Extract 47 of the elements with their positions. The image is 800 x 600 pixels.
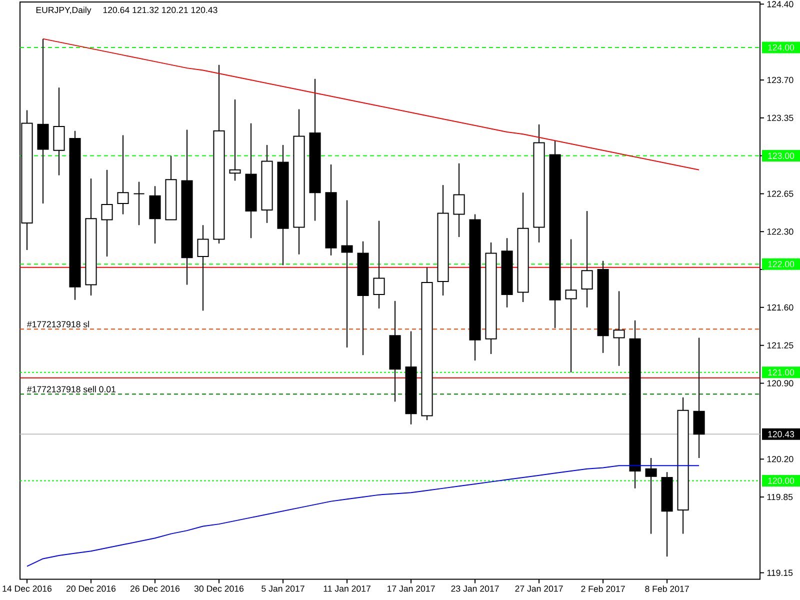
ref-line-label: 121.00 (768, 369, 794, 376)
candlestick (117, 134, 129, 215)
x-tick-label: 14 Dec 2016 (2, 586, 52, 592)
x-tick-label: 27 Jan 2017 (515, 586, 563, 592)
ref-line-label: 122.00 (768, 261, 794, 268)
x-tick-label: 2 Feb 2017 (581, 586, 625, 592)
candlestick (53, 87, 65, 176)
candlestick (565, 238, 577, 373)
candlestick (373, 220, 385, 310)
y-tick-label: 120.90 (767, 380, 794, 386)
y-tick-label: 121.25 (767, 342, 794, 348)
candlestick (581, 210, 593, 308)
x-tick-label: 23 Jan 2017 (451, 586, 499, 592)
candlestick (149, 186, 161, 244)
x-tick-label: 20 Dec 2016 (66, 586, 116, 592)
y-tick-label: 122.65 (767, 190, 794, 197)
candlestick (133, 181, 145, 226)
x-tick-label: 5 Jan 2017 (262, 586, 304, 592)
y-tick-label: 123.70 (767, 76, 794, 84)
chart-title: EURJPY,Daily (36, 6, 92, 15)
chart-subtitle: 120.64 121.32 120.21 120.43 (103, 6, 218, 14)
candlestick (453, 162, 465, 238)
candlestick (229, 98, 241, 182)
x-tick-label: 8 Feb 2017 (645, 586, 689, 592)
ref-line-label: 123.00 (768, 152, 794, 159)
candlestick (645, 457, 657, 534)
ref-line-label: 120.43 (768, 431, 794, 438)
annotation: #1772137918 sell 0.01 (26, 386, 116, 392)
candlestick (197, 224, 209, 312)
candlestick (101, 169, 113, 258)
x-tick-label: 11 Jan 2017 (324, 586, 370, 592)
y-tick-label: 122.30 (767, 228, 794, 235)
annotation: #1772137918 sl (26, 320, 89, 328)
ref-line-label: 120.00 (768, 478, 794, 484)
candlestick (693, 337, 705, 458)
x-tick-label: 30 Dec 2016 (194, 586, 244, 592)
y-tick-label: 120.20 (767, 456, 794, 462)
x-tick-label: 17 Jan 2017 (387, 586, 435, 592)
ref-line-label: 124.00 (768, 44, 794, 51)
y-tick-label: 119.85 (767, 494, 793, 500)
y-tick-label: 119.15 (767, 570, 793, 576)
candlestick (341, 200, 353, 348)
x-tick-label: 26 Dec 2016 (130, 586, 180, 592)
y-tick-label: 123.35 (767, 114, 794, 121)
candlestick (613, 290, 625, 366)
y-tick-label: 124.40 (767, 1, 794, 8)
y-tick-label: 121.60 (767, 304, 794, 311)
